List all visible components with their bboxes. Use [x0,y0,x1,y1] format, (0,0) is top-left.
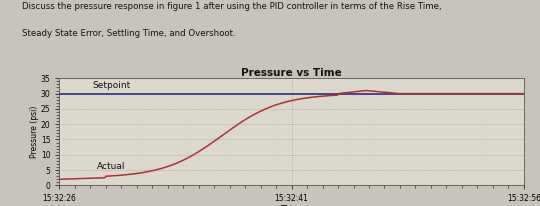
X-axis label: Time: Time [281,205,302,206]
Text: Setpoint: Setpoint [92,81,130,90]
Title: Pressure vs Time: Pressure vs Time [241,68,342,77]
Y-axis label: Pressure (psi): Pressure (psi) [30,106,39,158]
Text: Actual: Actual [97,162,125,171]
Text: Steady State Error, Settling Time, and Overshoot.: Steady State Error, Settling Time, and O… [22,29,235,38]
Text: Discuss the pressure response in figure 1 after using the PID controller in term: Discuss the pressure response in figure … [22,2,441,11]
